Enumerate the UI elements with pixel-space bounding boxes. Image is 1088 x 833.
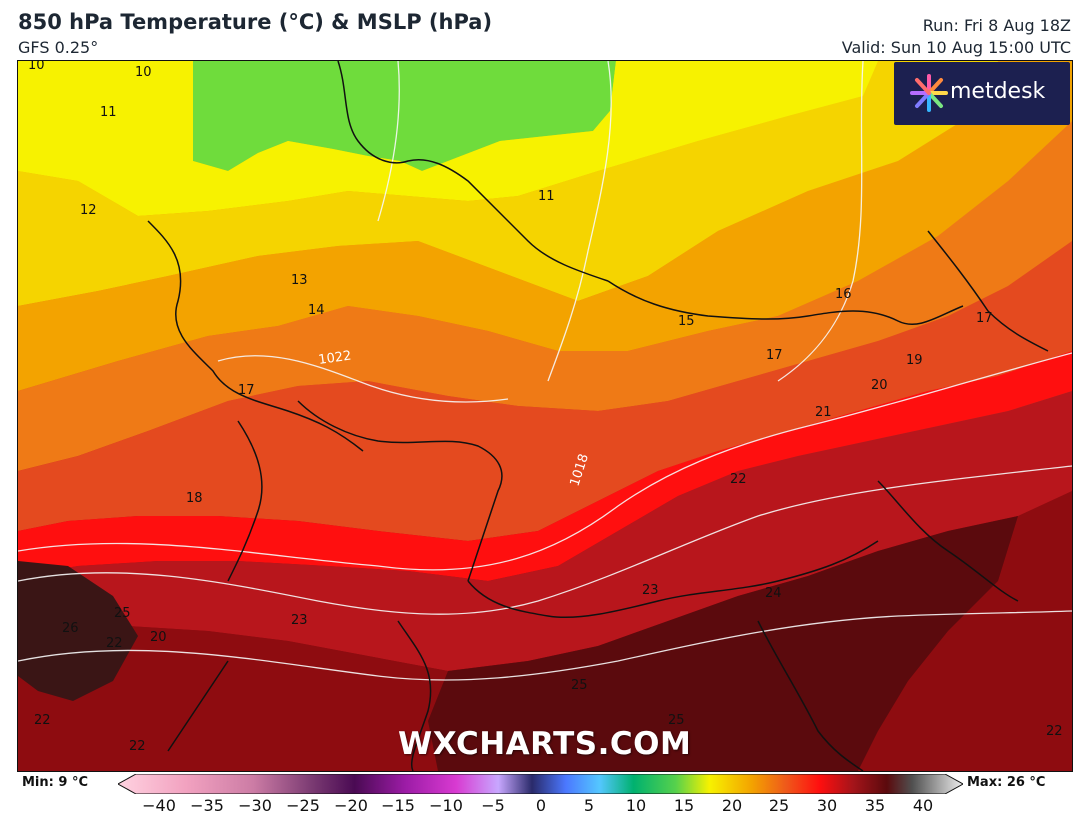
- band-red-orange: [18, 241, 1072, 541]
- band-crimson: [18, 391, 1072, 671]
- temp-label: 25: [571, 678, 588, 693]
- legend-tick: 35: [864, 796, 886, 815]
- run-time: Run: Fri 8 Aug 18Z: [922, 16, 1071, 35]
- legend-tick: 20: [721, 796, 743, 815]
- temp-label: 22: [1046, 724, 1063, 739]
- model-label: GFS 0.25°: [18, 38, 99, 57]
- chart-title: 850 hPa Temperature (°C) & MSLP (hPa): [18, 10, 493, 34]
- temp-label: 25: [114, 606, 131, 621]
- temperature-pressure-map: 10 10 11 11 12 13 14 15 16 17 17 17 18 1…: [17, 60, 1073, 772]
- temp-label: 21: [815, 405, 832, 420]
- temp-label: 20: [871, 378, 888, 393]
- temp-label: 23: [291, 613, 308, 628]
- legend-min-label: Min: 9 °C: [22, 775, 88, 790]
- temp-label: 12: [80, 203, 97, 218]
- scale-gradient: [118, 774, 963, 794]
- temp-label: 15: [678, 314, 695, 329]
- legend-tick: −5: [481, 796, 505, 815]
- temp-label: 19: [906, 353, 923, 368]
- band-gold: [18, 61, 998, 306]
- temp-label: 10: [135, 65, 152, 80]
- legend-tick: −40: [142, 796, 176, 815]
- band-cool-spot: [18, 561, 138, 701]
- temp-label: 22: [129, 739, 146, 754]
- metdesk-logo: metdesk: [894, 62, 1070, 125]
- temp-label: 14: [308, 303, 325, 318]
- pressure-label: 1022: [317, 349, 352, 368]
- legend-tick: −10: [429, 796, 463, 815]
- temp-label: 13: [291, 273, 308, 288]
- legend-tick: −25: [286, 796, 320, 815]
- legend-tick: 0: [535, 796, 547, 815]
- temp-label: 11: [538, 189, 555, 204]
- band-orange: [18, 61, 1072, 391]
- temp-label: 17: [766, 348, 783, 363]
- legend-tick: −30: [238, 796, 272, 815]
- temp-label: 20: [150, 630, 167, 645]
- country-borders: [147, 61, 1049, 771]
- legend-tick: 5: [583, 796, 595, 815]
- temp-label: 17: [976, 311, 993, 326]
- legend-tick: 15: [673, 796, 695, 815]
- temp-label: 22: [34, 713, 51, 728]
- temp-label: 16: [835, 287, 852, 302]
- legend-tick: 10: [625, 796, 647, 815]
- temp-label: 10: [28, 61, 45, 73]
- band-green: [193, 61, 616, 171]
- legend-tick: 30: [816, 796, 838, 815]
- temperature-color-scale: [118, 774, 963, 794]
- metdesk-burst-icon: [910, 74, 948, 112]
- band-deep-maroon: [428, 516, 1018, 771]
- legend-max-label: Max: 26 °C: [967, 775, 1046, 790]
- legend-tick: −20: [334, 796, 368, 815]
- legend-tick-labels: −40 −35 −30 −25 −20 −15 −10 −5 0 5 10 15…: [0, 796, 1088, 820]
- temp-label: 24: [765, 586, 782, 601]
- valid-time: Valid: Sun 10 Aug 15:00 UTC: [841, 38, 1071, 57]
- temperature-labels: 10 10 11 11 12 13 14 15 16 17 17 17 18 1…: [28, 61, 1063, 754]
- temp-label: 25: [668, 713, 685, 728]
- legend-tick: −35: [190, 796, 224, 815]
- temp-label: 17: [238, 383, 255, 398]
- temp-label: 18: [186, 491, 203, 506]
- band-dark-orange: [18, 121, 1072, 471]
- legend-tick: 40: [912, 796, 934, 815]
- temp-label: 23: [642, 583, 659, 598]
- isobars: [18, 61, 1072, 681]
- wxcharts-watermark: WXCHARTS.COM: [398, 726, 692, 762]
- temp-label: 22: [106, 636, 123, 651]
- temp-label: 26: [62, 621, 79, 636]
- legend-tick: 25: [768, 796, 790, 815]
- temp-label: 11: [100, 105, 117, 120]
- legend-tick: −15: [381, 796, 415, 815]
- band-yellow: [18, 61, 878, 216]
- band-bright-red: [18, 351, 1072, 581]
- metdesk-logo-text: metdesk: [950, 79, 1046, 104]
- map-canvas: 10 10 11 11 12 13 14 15 16 17 17 17 18 1…: [18, 61, 1072, 771]
- temp-label: 22: [730, 472, 747, 487]
